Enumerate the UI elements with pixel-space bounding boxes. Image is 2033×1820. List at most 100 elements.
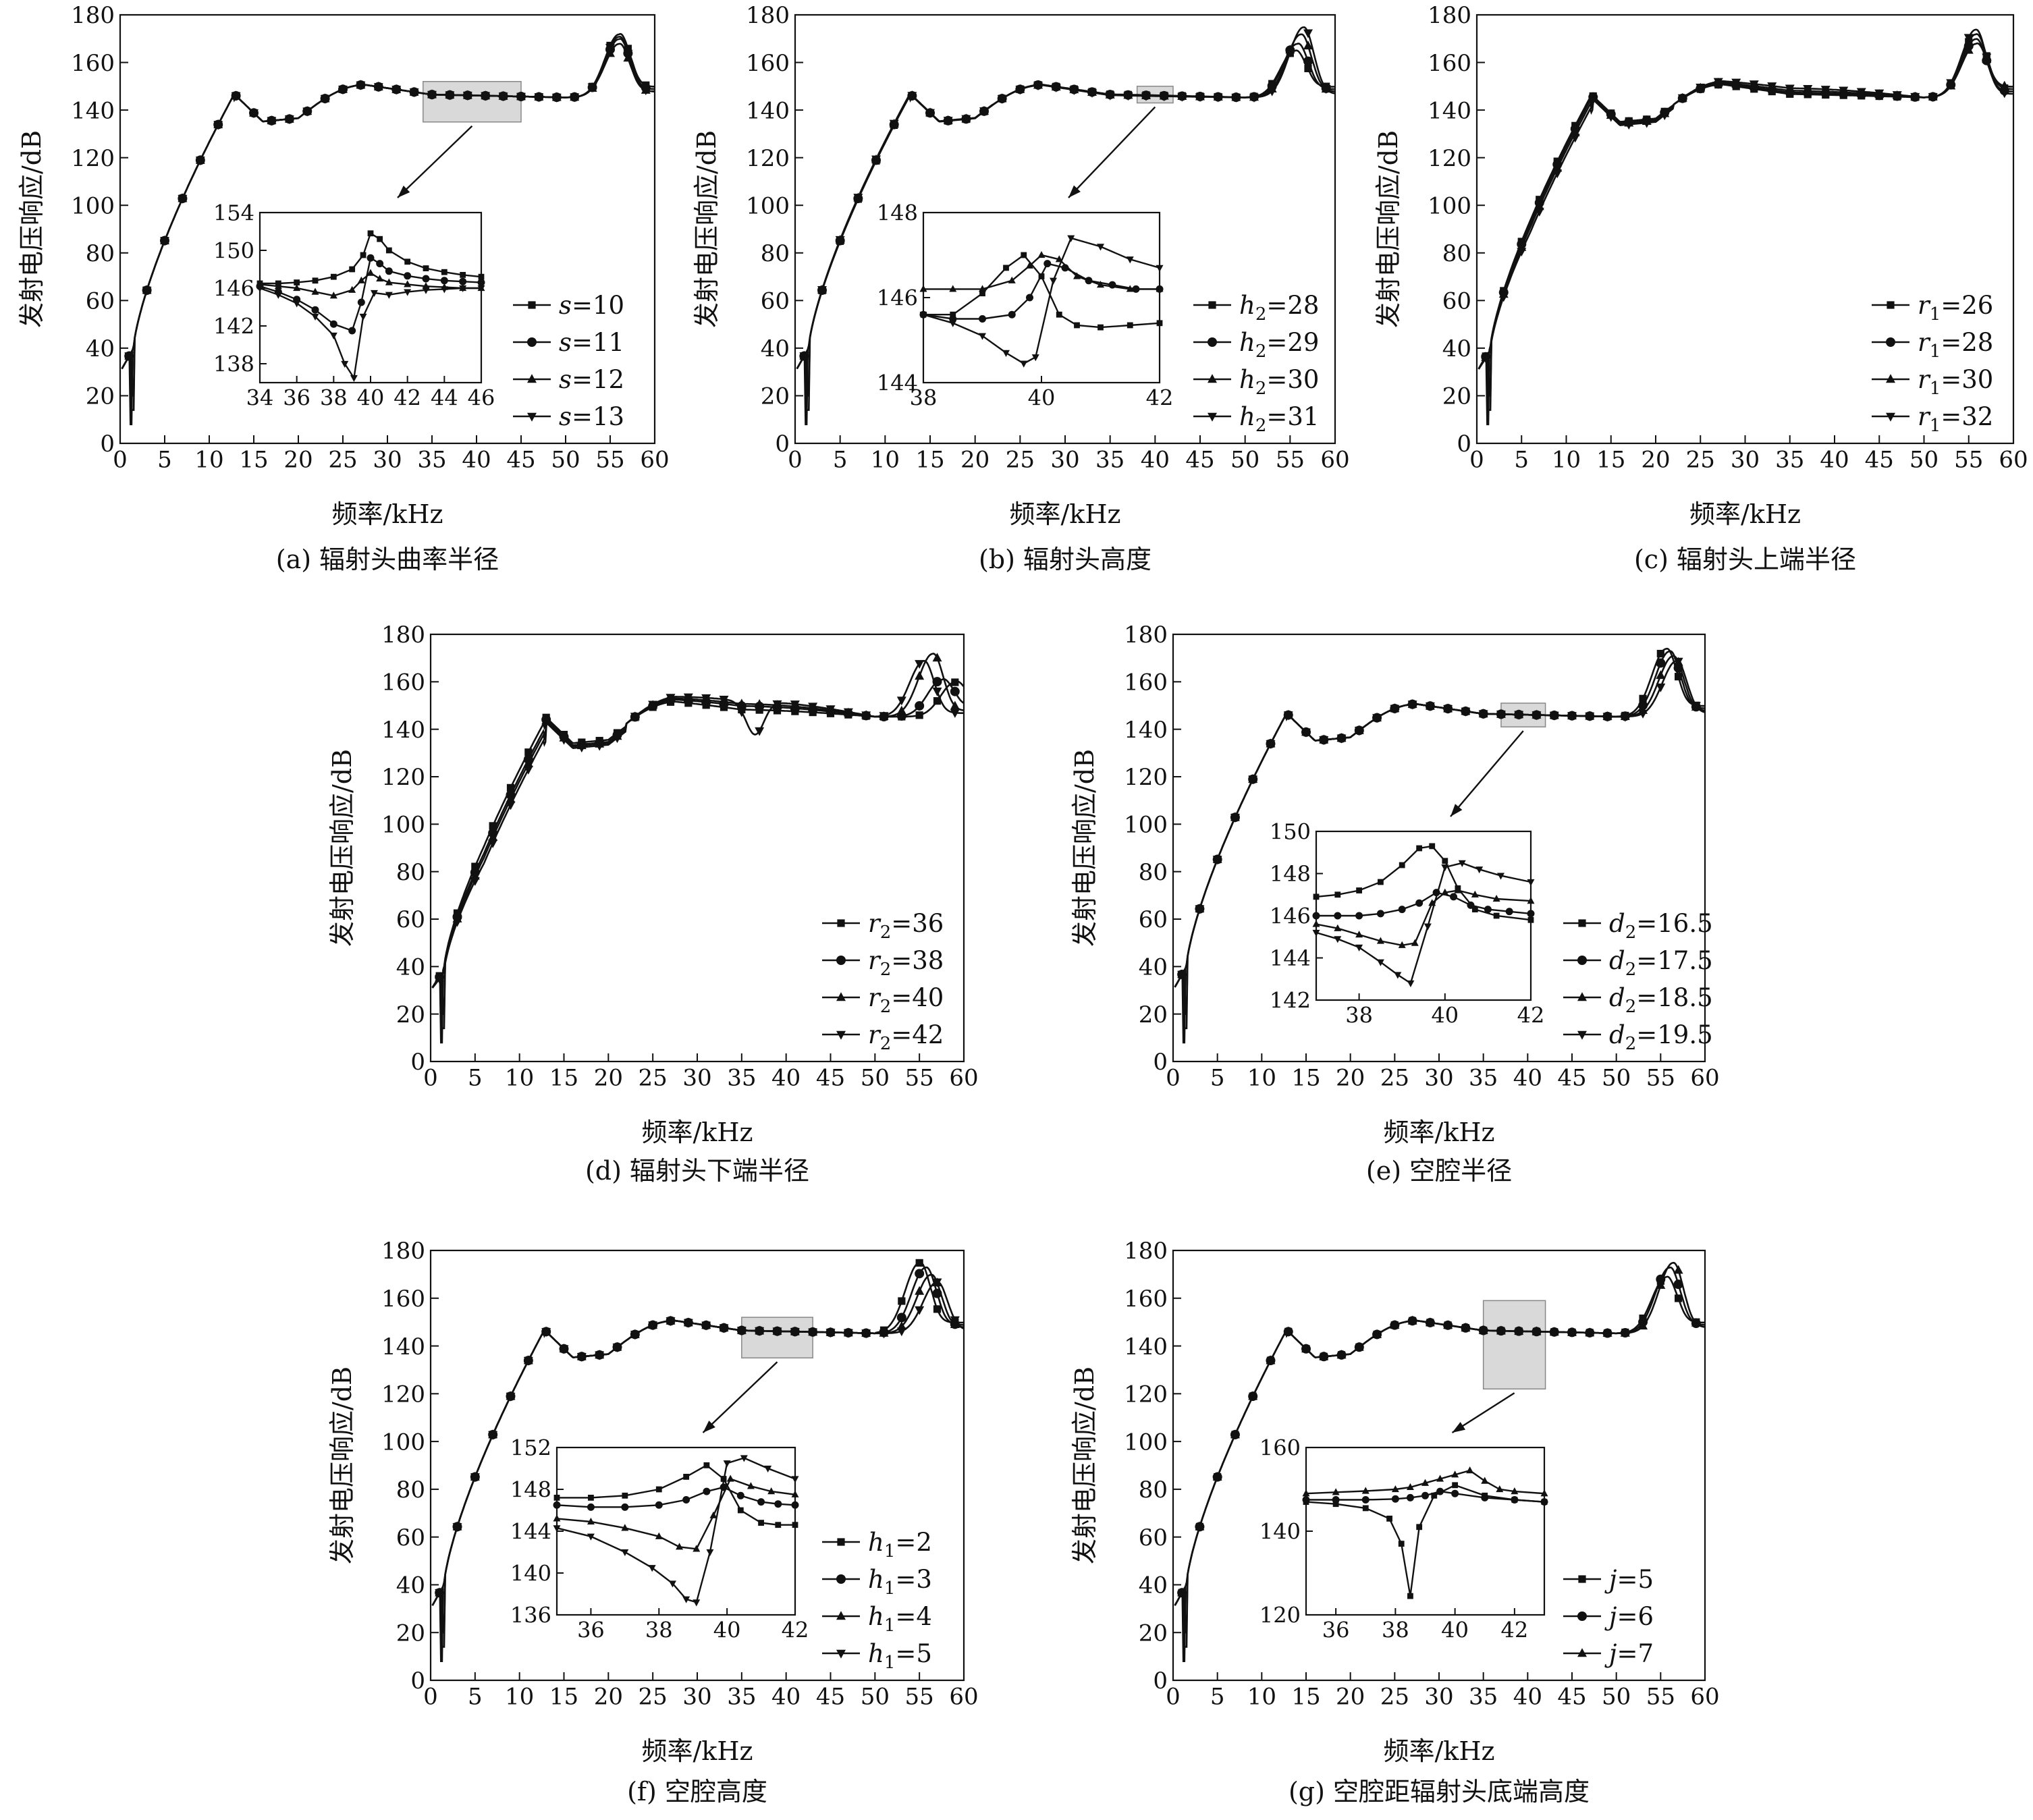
inset-data-point	[357, 298, 365, 306]
axis-xtick-label: 30	[1424, 1684, 1453, 1711]
data-point	[1602, 1327, 1612, 1337]
inset-data-point	[1411, 939, 1419, 946]
inset-data-point	[1527, 916, 1534, 923]
inset-axis-xtick-label: 38	[645, 1618, 673, 1643]
legend-item: h2=30	[1193, 365, 1319, 399]
zoom-arrow-line	[1068, 106, 1156, 198]
data-point	[1015, 86, 1025, 95]
data-point	[1656, 670, 1666, 680]
x-axis-title: 频率/kHz	[642, 1736, 753, 1766]
data-point	[541, 1328, 551, 1338]
axis-ytick-label: 60	[1139, 1524, 1168, 1551]
inset-data-point	[709, 1511, 717, 1518]
data-point	[871, 155, 881, 165]
inset-data-point	[553, 1501, 561, 1509]
axis-ytick-label: 160	[71, 50, 115, 77]
series-line	[121, 35, 655, 370]
data-point	[249, 109, 259, 119]
data-point	[933, 697, 942, 705]
legend-item: r2=40	[822, 983, 944, 1017]
inset-data-point	[1466, 1466, 1474, 1474]
data-point	[506, 801, 516, 810]
data-point	[462, 92, 472, 101]
axis-ytick-label: 180	[746, 2, 790, 29]
inset-data-point	[1355, 931, 1363, 938]
data-point	[799, 352, 809, 362]
axis-ytick-label: 120	[746, 145, 790, 172]
inset-axis-frame	[922, 211, 1161, 384]
axis-xtick-label: 25	[639, 1065, 668, 1092]
series-line	[1174, 659, 1705, 988]
axis-xtick-label: 10	[1247, 1065, 1276, 1092]
data-point	[915, 1259, 923, 1267]
inset-axis-ytick-label: 148	[1270, 861, 1311, 887]
data-point	[1283, 711, 1293, 721]
inset-axis-ytick-label: 150	[213, 238, 254, 264]
inset-data-point	[1398, 1541, 1405, 1547]
data-point	[825, 1329, 836, 1338]
inset-data-point	[385, 292, 393, 299]
data-point	[1230, 1429, 1240, 1439]
inset-data-point	[1312, 929, 1320, 937]
inset-series-line	[1316, 845, 1531, 921]
axis-xtick-label: 5	[157, 447, 172, 474]
axis-xtick-label: 30	[373, 447, 402, 474]
inset-data-point	[1026, 294, 1033, 302]
axis-xtick-label: 35	[727, 1065, 756, 1092]
inset-data-point	[256, 285, 264, 293]
legend-label: h2=31	[1239, 402, 1319, 436]
inset-data-point	[1441, 864, 1449, 872]
legend-marker	[836, 1611, 846, 1620]
data-point	[605, 44, 615, 53]
inset-axis-xtick-label: 40	[713, 1618, 741, 1643]
inset-data-point	[1002, 350, 1010, 357]
axis-ytick-label: 100	[71, 192, 115, 219]
inset-data-point	[747, 1482, 755, 1489]
data-point	[1033, 82, 1043, 91]
legend-var: h	[868, 1565, 884, 1594]
inset-axis-ytick-label: 154	[213, 200, 254, 226]
inset-chart: 36 38 40 42 136 140 144 148 152	[510, 1435, 809, 1643]
legend-item: s=12	[513, 365, 624, 394]
axis-xtick-label: 40	[1820, 447, 1849, 474]
data-point	[1602, 713, 1612, 722]
inset-data-point	[1471, 906, 1478, 913]
data-point	[1283, 1326, 1293, 1335]
axis-xtick-label: 45	[1865, 447, 1894, 474]
axis-ytick-label: 140	[1124, 1333, 1168, 1360]
axis-xtick-label: 60	[949, 1684, 978, 1711]
legend-subscript: 1	[1930, 304, 1941, 325]
inset-data-point	[1008, 276, 1016, 283]
data-point	[683, 693, 693, 702]
inset-data-point	[1496, 1485, 1504, 1493]
inset-data-point	[726, 1474, 734, 1482]
axis-ytick-label: 20	[86, 383, 115, 410]
data-point	[612, 1344, 622, 1352]
inset-data-point	[1505, 908, 1513, 916]
inset-data-point	[979, 333, 986, 340]
inset-data-point	[1421, 1479, 1429, 1486]
inset-data-point	[1407, 1593, 1413, 1599]
inset-axis-ytick-label: 160	[1259, 1435, 1301, 1461]
axis-ytick-label: 140	[1428, 97, 1471, 124]
inset-data-point	[553, 1514, 561, 1522]
inset-data-point	[740, 1455, 748, 1462]
data-point	[1675, 1294, 1683, 1302]
inset-axis-xtick-label: 40	[1431, 1003, 1459, 1028]
axis-ytick-label: 40	[1139, 954, 1168, 981]
data-point	[915, 1269, 925, 1279]
panel-caption: (b) 辐射头高度	[979, 545, 1151, 574]
legend-value: =2	[895, 1528, 932, 1557]
data-point	[1354, 727, 1364, 736]
inset-data-point	[422, 287, 430, 294]
inset-data-point	[1050, 277, 1057, 285]
inset-data-point	[329, 332, 337, 340]
data-point	[1549, 711, 1559, 721]
inset-data-point	[1361, 1496, 1370, 1504]
legend-value: =6	[1617, 1602, 1654, 1631]
inset-axis-ytick-label: 148	[510, 1477, 551, 1503]
legend-var: d	[1609, 983, 1625, 1012]
x-axis-title: 频率/kHz	[642, 1118, 753, 1147]
inset-data-point	[1097, 281, 1104, 288]
inset-data-point	[274, 282, 282, 289]
